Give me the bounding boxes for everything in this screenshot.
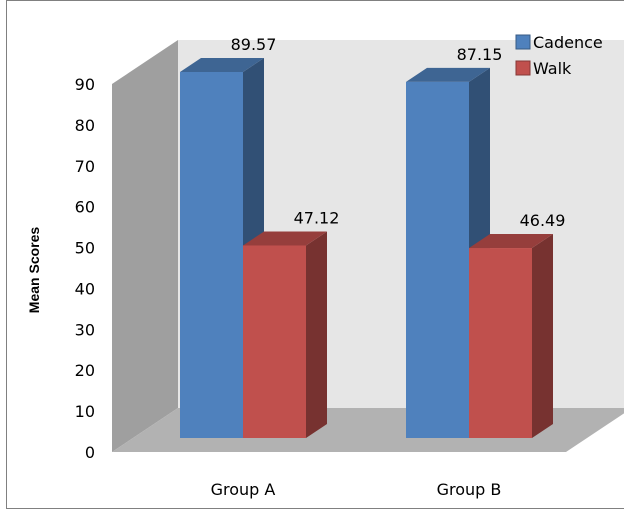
data-label: 46.49 bbox=[520, 211, 566, 230]
y-tick-label: 60 bbox=[75, 198, 95, 217]
y-tick-label: 0 bbox=[85, 443, 95, 462]
x-axis-labels: Group A Group B bbox=[211, 480, 502, 499]
bar-walk-group-a-top bbox=[243, 231, 327, 246]
legend-swatch-walk bbox=[515, 60, 531, 76]
y-tick-label: 70 bbox=[75, 157, 95, 176]
y-tick-label: 50 bbox=[75, 239, 95, 258]
data-label: 47.12 bbox=[294, 208, 340, 227]
bar-cadence-group-b-top bbox=[406, 67, 490, 82]
legend-label-cadence: Cadence bbox=[533, 33, 603, 52]
y-axis-ticks: 0 10 20 30 40 50 60 70 80 90 bbox=[75, 75, 95, 462]
bars-group bbox=[180, 58, 553, 438]
bar-cadence-group-b bbox=[406, 81, 469, 438]
bar-walk-group-b-side bbox=[532, 234, 553, 438]
x-category-label: Group B bbox=[437, 480, 502, 499]
legend-swatch-cadence bbox=[515, 34, 531, 50]
bar-walk-group-a bbox=[243, 245, 306, 438]
legend: Cadence Walk bbox=[515, 33, 603, 78]
bar-walk-group-a-side bbox=[306, 231, 327, 438]
bar-cadence-group-a-top bbox=[180, 58, 264, 72]
data-label: 87.15 bbox=[457, 45, 503, 64]
y-tick-label: 20 bbox=[75, 361, 95, 380]
y-tick-label: 40 bbox=[75, 279, 95, 298]
y-tick-label: 80 bbox=[75, 116, 95, 135]
y-tick-label: 90 bbox=[75, 75, 95, 94]
bar-walk-group-b bbox=[469, 248, 532, 438]
data-label: 89.57 bbox=[231, 35, 277, 54]
bar-cadence-group-a bbox=[180, 72, 243, 438]
x-category-label: Group A bbox=[211, 480, 276, 499]
y-axis-title: Mean Scores bbox=[26, 227, 42, 314]
bar-walk-group-b-top bbox=[469, 234, 553, 249]
legend-label-walk: Walk bbox=[533, 59, 572, 78]
y-tick-label: 10 bbox=[75, 402, 95, 421]
data-labels-group: 89.57 47.12 87.15 46.49 bbox=[231, 35, 566, 230]
y-tick-label: 30 bbox=[75, 320, 95, 339]
chart-side-wall bbox=[112, 40, 178, 452]
